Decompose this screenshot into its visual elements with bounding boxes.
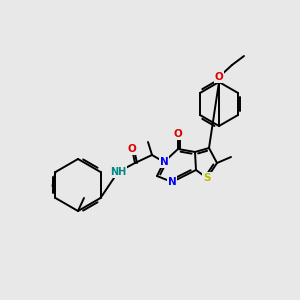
Text: O: O (128, 144, 136, 154)
Text: O: O (214, 72, 224, 82)
Text: O: O (174, 129, 182, 139)
Text: N: N (160, 157, 168, 167)
Text: N: N (168, 177, 176, 187)
Text: S: S (203, 173, 211, 183)
Text: NH: NH (110, 167, 126, 177)
